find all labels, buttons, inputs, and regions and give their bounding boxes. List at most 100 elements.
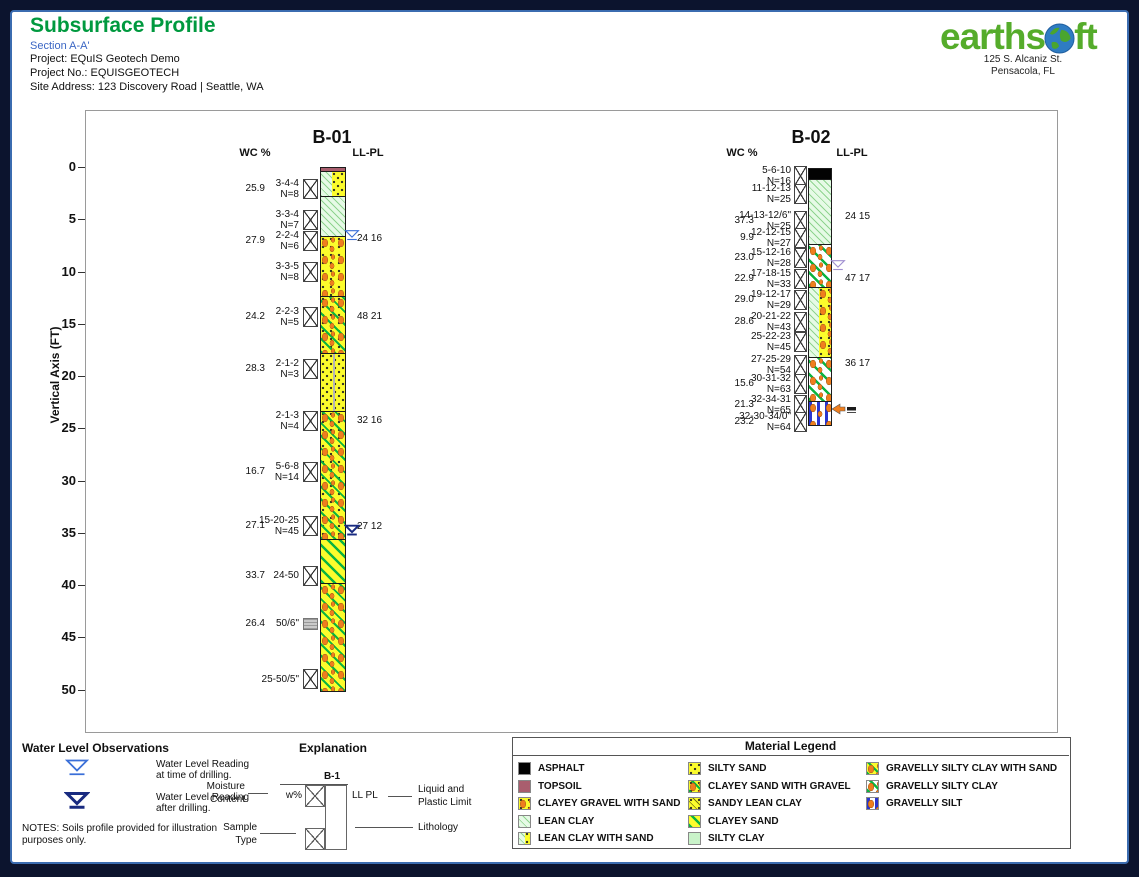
- sample-blow-counts: 5-6-8: [275, 461, 299, 473]
- material-name: GRAVELLY SILTY CLAY WITH SAND: [886, 763, 1058, 774]
- water-level-symbol: [344, 229, 360, 247]
- lithology-layer: [809, 287, 831, 358]
- sample-box: [794, 354, 807, 375]
- material-chip-right-half: [525, 833, 530, 844]
- wc-value: 16.7: [245, 466, 265, 478]
- explanation-liquid-line2: Plastic Limit: [418, 797, 472, 808]
- lithology-layer: [321, 235, 345, 296]
- lithology-layer: [321, 353, 345, 411]
- sample-box: [794, 289, 807, 310]
- sample-blow-counts: 14-13-12/6": [739, 210, 791, 222]
- axis-tick-mark: [78, 585, 85, 587]
- wc-value: 22.9: [734, 272, 754, 284]
- sample-n-value: N=7: [280, 220, 299, 232]
- material-legend-separator: [512, 755, 1069, 756]
- sample-box: [303, 565, 318, 586]
- wc-value: 37.3: [734, 215, 754, 227]
- sample-n-value: N=8: [280, 188, 299, 200]
- wc-column-header: WC %: [239, 147, 271, 159]
- project-number-line: Project No.: EQUISGEOTECH: [30, 67, 180, 79]
- explanation-llpl: LL PL: [352, 790, 378, 801]
- axis-tick-mark: [78, 323, 85, 325]
- sample-label: 17-18-15 N=33: [696, 268, 791, 290]
- water-level-open-icon: [64, 759, 90, 776]
- sample-box-grab: [303, 617, 318, 630]
- sample-blow-counts: 30-31-32: [750, 373, 791, 385]
- llpl-column-header: LL-PL: [352, 147, 384, 159]
- material-chip: [866, 779, 879, 793]
- material-name: ASPHALT: [538, 763, 585, 774]
- llpl-value: 27 12: [357, 520, 383, 532]
- axis-tick-label: 5: [68, 211, 76, 227]
- sample-label: 11-12-13 N=25: [696, 183, 791, 205]
- globe-icon: [1044, 23, 1075, 54]
- axis-tick-mark: [78, 271, 85, 273]
- lithology-layer: [321, 583, 345, 691]
- material-chip: [688, 832, 701, 845]
- material-name: SANDY LEAN CLAY: [708, 798, 802, 809]
- material-chip: [518, 797, 531, 810]
- sample-blow-counts: 12-12-15: [750, 227, 791, 239]
- axis-tick-label: 15: [61, 315, 76, 331]
- sample-n-value: N=28: [766, 257, 791, 269]
- sample-blow-counts: 2-2-3: [275, 305, 299, 317]
- sample-n-value: N=45: [274, 525, 299, 537]
- material-chip: [688, 779, 701, 793]
- wc-value: 23.0: [734, 251, 754, 263]
- sample-blow-counts: 2-1-3: [275, 410, 299, 422]
- material-chip: [518, 762, 531, 775]
- refusal-arrow-icon: [831, 403, 856, 415]
- water-legend-title: Water Level Observations: [22, 741, 169, 755]
- sample-box: [303, 358, 318, 379]
- explanation-moisture-line2: Content: [209, 794, 245, 805]
- axis-tick-mark: [78, 480, 85, 482]
- boring-id: B-01: [312, 127, 352, 147]
- sample-label: 2-2-3 N=5: [204, 306, 299, 328]
- sample-box: [303, 231, 318, 252]
- sample-n-value: N=16: [766, 176, 791, 188]
- project-line: Project: EQuIS Geotech Demo: [30, 53, 180, 65]
- lithology-layer-left-half: [321, 172, 332, 197]
- explanation-lithology-connector: [355, 827, 413, 828]
- sample-n-value: N=43: [766, 321, 791, 333]
- sample-blow-counts: 25-50/5": [261, 673, 299, 685]
- material-chip: [518, 814, 531, 828]
- sample-blow-counts: 27-25-29: [750, 353, 791, 365]
- water-legend-text-line1: Water Level Reading: [156, 759, 250, 770]
- lithology-layer: [321, 196, 345, 236]
- material-chip: [688, 814, 701, 828]
- explanation-sample-connector: [260, 833, 296, 834]
- material-name: SILTY SAND: [708, 763, 767, 774]
- llpl-value: 48 21: [357, 310, 383, 322]
- sample-box: [794, 311, 807, 332]
- sample-blow-counts: 15-20-25: [258, 514, 299, 526]
- wc-value: 15.6: [734, 378, 754, 390]
- sample-label: 5-6-10 N=16: [696, 165, 791, 187]
- sample-label: 32-34-31 N=65: [696, 394, 791, 416]
- sample-n-value: N=14: [274, 472, 299, 484]
- core-trace-line: [333, 354, 335, 411]
- sample-box: [303, 515, 318, 536]
- material-name: CLAYEY SAND WITH GRAVEL: [708, 780, 851, 792]
- explanation-lithology-column: [325, 785, 347, 850]
- refusal-marker: [831, 402, 861, 420]
- lithology-layer-right-half: [331, 172, 345, 197]
- sample-n-value: N=27: [766, 238, 791, 250]
- water-legend-text-line2: at time of drilling.: [156, 770, 232, 781]
- axis-tick-mark: [78, 637, 85, 639]
- material-chip: [688, 762, 701, 775]
- water-level-filled-icon: [343, 524, 361, 536]
- sample-label: 14-13-12/6" N=25: [696, 210, 791, 232]
- sample-n-value: N=25: [766, 221, 791, 233]
- llpl-value: 24 16: [357, 233, 383, 245]
- sample-n-value: N=64: [766, 422, 791, 434]
- axis-tick-mark: [78, 219, 85, 221]
- sample-blow-counts: 17-18-15: [750, 267, 791, 279]
- sample-label: 3-3-5 N=8: [204, 261, 299, 283]
- sample-blow-counts: 19-12-17: [750, 288, 791, 300]
- explanation-boring-label: B-1: [323, 771, 341, 782]
- sample-box: [303, 210, 318, 231]
- explanation-sample-line1: Sample: [223, 822, 257, 833]
- material-name: CLAYEY GRAVEL WITH SAND: [538, 798, 681, 809]
